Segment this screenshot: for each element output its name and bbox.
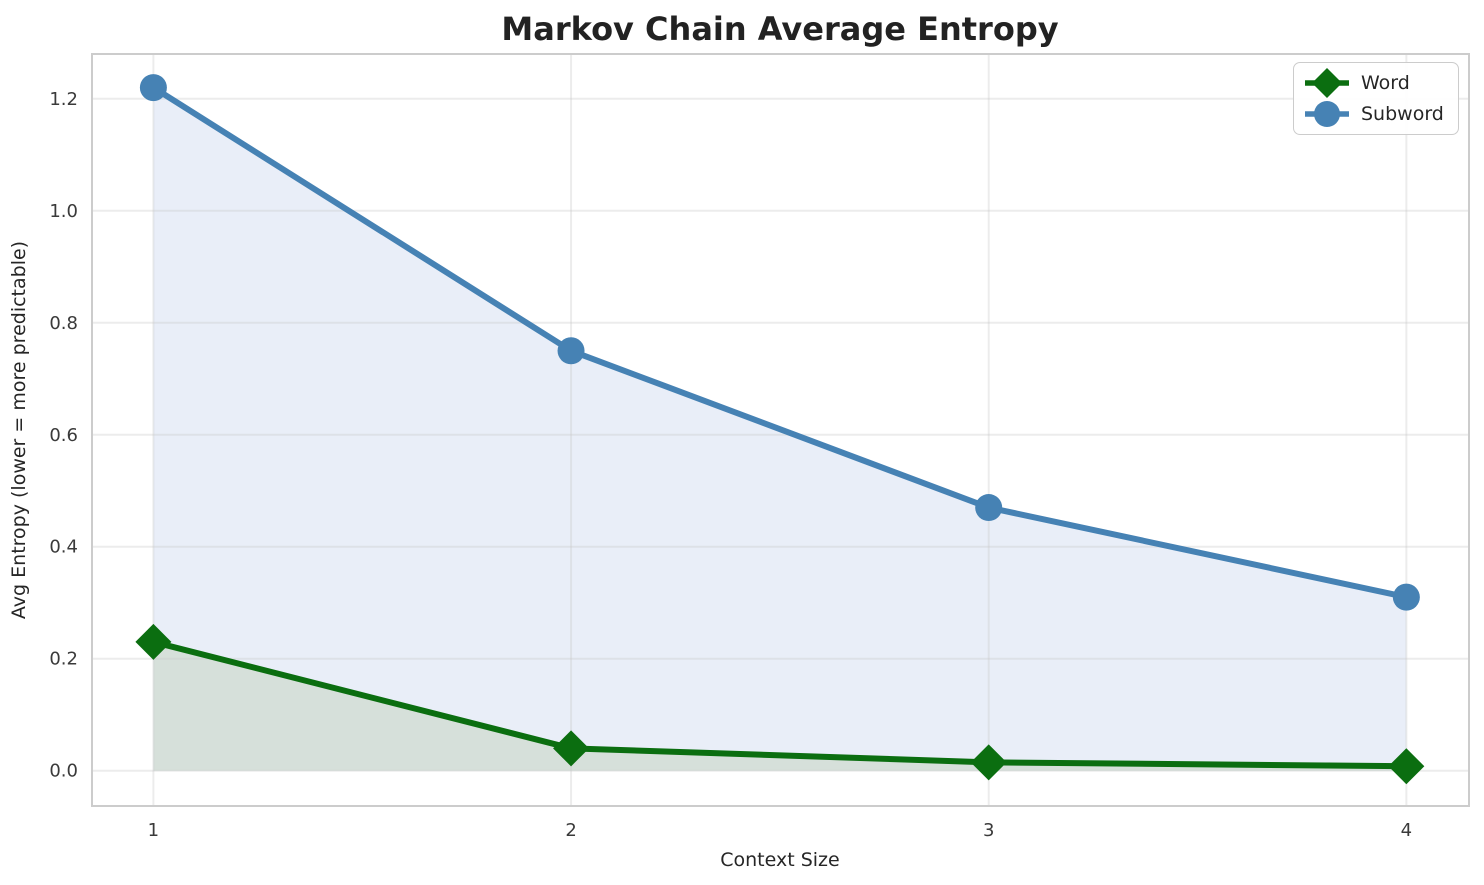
data-point-word-2 bbox=[553, 730, 590, 767]
x-tick-label: 3 bbox=[983, 820, 994, 841]
y-tick-label: 0.2 bbox=[49, 649, 78, 670]
area-fill-word bbox=[153, 641, 1407, 771]
plot-border bbox=[91, 53, 1470, 807]
series-lines bbox=[151, 85, 1407, 770]
series-line-subword bbox=[151, 85, 1407, 601]
y-axis-label: Avg Entropy (lower = more predictable) bbox=[8, 241, 30, 619]
legend-marker-diamond-icon bbox=[1305, 68, 1349, 98]
x-tick-labels: 1 2 3 4 bbox=[148, 820, 1412, 841]
data-point-word-4 bbox=[1388, 748, 1425, 785]
data-point-markers bbox=[135, 74, 1425, 785]
chart-title: Markov Chain Average Entropy bbox=[501, 10, 1058, 48]
data-point-subword-4 bbox=[1392, 583, 1420, 611]
data-point-subword-2 bbox=[557, 337, 585, 365]
area-fills bbox=[153, 87, 1407, 771]
y-tick-label: 0.0 bbox=[49, 761, 78, 782]
x-tick-label: 4 bbox=[1401, 820, 1412, 841]
data-point-word-3 bbox=[970, 744, 1007, 781]
gridlines bbox=[92, 54, 1469, 806]
data-point-subword-1 bbox=[139, 74, 167, 102]
y-tick-label: 1.0 bbox=[49, 201, 78, 222]
legend-item-subword: Subword bbox=[1303, 99, 1444, 129]
legend-label: Subword bbox=[1361, 103, 1444, 125]
legend: Word Subword bbox=[1293, 62, 1459, 135]
data-point-subword-3 bbox=[975, 494, 1003, 522]
legend-item-word: Word bbox=[1303, 68, 1444, 98]
y-tick-label: 0.8 bbox=[49, 313, 78, 334]
data-point-word-1 bbox=[135, 623, 172, 660]
x-tick-label: 1 bbox=[148, 820, 159, 841]
legend-label: Word bbox=[1361, 72, 1410, 94]
x-axis-label: Context Size bbox=[720, 849, 839, 871]
y-tick-label: 1.2 bbox=[49, 89, 78, 110]
y-tick-label: 0.4 bbox=[49, 537, 78, 558]
legend-marker-circle-icon bbox=[1305, 101, 1349, 127]
y-tick-label: 0.6 bbox=[49, 425, 78, 446]
y-tick-labels: 0.0 0.2 0.4 0.6 0.8 1.0 1.2 bbox=[49, 89, 78, 782]
series-line-word bbox=[152, 639, 1407, 770]
x-tick-label: 2 bbox=[565, 820, 576, 841]
area-fill-subword bbox=[153, 87, 1407, 771]
